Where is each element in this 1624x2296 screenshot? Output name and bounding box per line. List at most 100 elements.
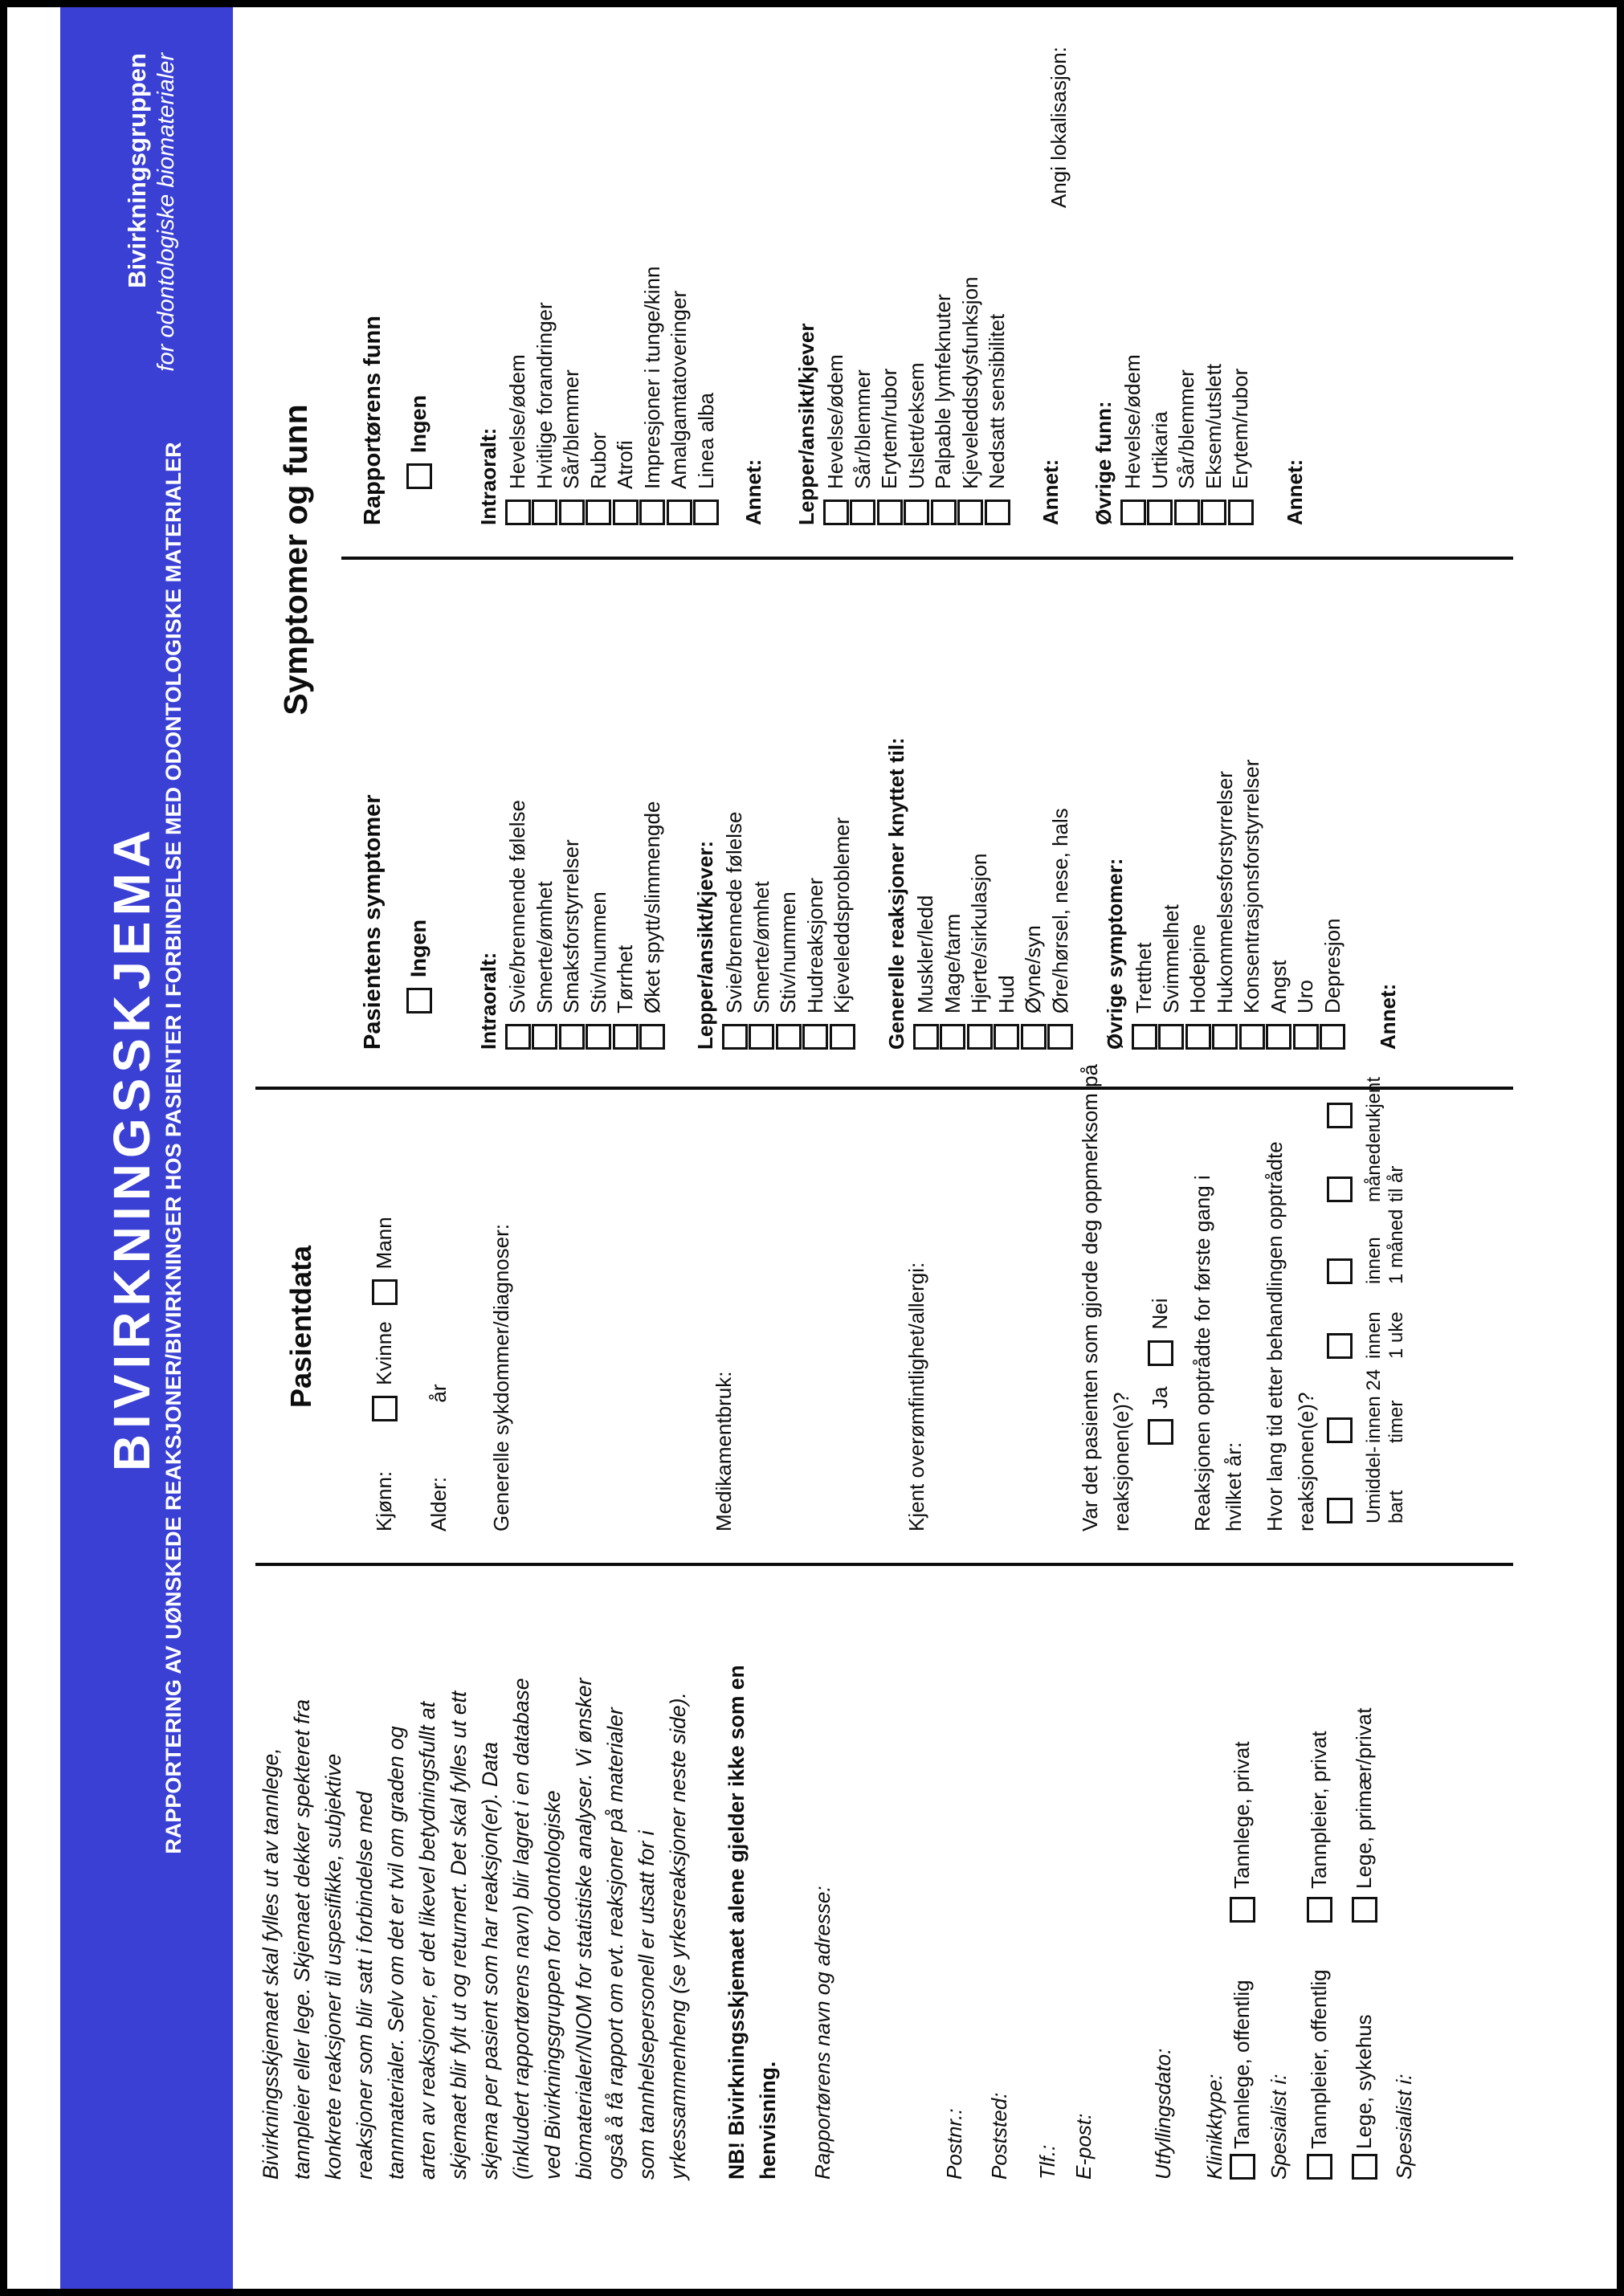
timing-option[interactable]: innen 24 timer (1327, 1369, 1408, 1443)
checkbox[interactable] (957, 500, 984, 525)
checkbox[interactable] (876, 500, 903, 525)
checkbox-item[interactable]: Nedsatt sensibilitet (984, 277, 1011, 525)
checkbox[interactable] (822, 500, 849, 525)
checkbox[interactable] (558, 500, 585, 525)
checkbox[interactable] (802, 1024, 829, 1050)
checkbox-item[interactable]: Hvitlige forandringer (532, 267, 559, 525)
checkbox[interactable] (639, 1024, 666, 1050)
checkbox-item[interactable]: Amalgamtatoveringer (666, 267, 693, 525)
checkbox[interactable] (639, 500, 666, 525)
checkbox-item[interactable]: Øket spytt/slimmengde (639, 800, 667, 1050)
checkbox[interactable] (1306, 2154, 1332, 2180)
checkbox[interactable] (1327, 1177, 1353, 1202)
checkbox-item[interactable]: Stiv/nummen (586, 800, 613, 1050)
checkbox[interactable] (1229, 1897, 1255, 1923)
checkbox-item[interactable]: Svie/brennede følelse (721, 812, 749, 1050)
checkbox[interactable] (749, 1024, 775, 1050)
checkbox[interactable] (930, 500, 957, 525)
checkbox[interactable] (1238, 1024, 1265, 1050)
checkbox[interactable] (558, 1024, 585, 1050)
checkbox[interactable] (1147, 1340, 1173, 1366)
checkbox[interactable] (1158, 1024, 1185, 1050)
checkbox[interactable] (1306, 1897, 1332, 1923)
checkbox[interactable] (504, 500, 531, 525)
checkbox[interactable] (966, 1024, 993, 1050)
checkbox-item[interactable]: Smerte/ømhet (532, 800, 559, 1050)
timing-option[interactable]: innen 1 måned (1327, 1209, 1408, 1284)
checkbox[interactable] (912, 1024, 939, 1050)
checkbox[interactable] (1147, 1419, 1173, 1445)
checkbox-item[interactable]: Urtikaria (1147, 354, 1174, 525)
checkbox-item[interactable]: Hodepine (1185, 760, 1212, 1050)
checkbox-item[interactable]: Stiv/nummen (775, 812, 802, 1050)
checkbox-item[interactable]: Svie/brennende følelse (504, 800, 532, 1050)
checkbox[interactable] (1351, 2154, 1377, 2180)
checkbox-item[interactable]: Hudreaksjoner (802, 812, 830, 1050)
checkbox[interactable] (1266, 1024, 1292, 1050)
checkbox[interactable] (586, 1024, 612, 1050)
checkbox[interactable] (612, 500, 639, 525)
checkbox-item[interactable]: Sår/blemmer (558, 267, 586, 525)
checkbox-item[interactable]: Hukommelsesforstyrrelser (1212, 760, 1239, 1050)
checkbox-item[interactable]: Linea alba (693, 267, 720, 525)
checkbox-item[interactable]: Kjeveleddsdysfunksjon (957, 277, 985, 525)
checkbox[interactable] (940, 1024, 966, 1050)
checkbox-item[interactable]: Hevelse/ødem (504, 267, 532, 525)
checkbox[interactable] (994, 1024, 1020, 1050)
timing-option[interactable]: innen 1 uke (1327, 1311, 1408, 1359)
checkbox-item[interactable]: Palpable lymfeknuter (930, 277, 957, 525)
checkbox[interactable] (1131, 1024, 1157, 1050)
checkbox[interactable] (532, 500, 558, 525)
checkbox[interactable] (984, 500, 1010, 525)
checkbox-item[interactable]: Impresjoner i tunge/kinn (639, 267, 667, 525)
checkbox-item[interactable]: Tørrhet (612, 800, 639, 1050)
checkbox[interactable] (1320, 1024, 1346, 1050)
checkbox[interactable] (1185, 1024, 1211, 1050)
clinic-option[interactable]: Lege, sykehus (1351, 2014, 1377, 2180)
checkbox-item[interactable]: Rubor (586, 267, 613, 525)
checkbox[interactable] (1327, 1417, 1353, 1443)
checkbox-item[interactable]: Depresjon (1320, 760, 1347, 1050)
clinic-option[interactable]: Tannlege, offentlig (1229, 1980, 1255, 2180)
checkbox-item[interactable]: Tretthet (1131, 760, 1158, 1050)
checkbox[interactable] (1047, 1024, 1074, 1050)
checkbox[interactable] (406, 463, 432, 489)
timing-option[interactable]: ukjent (1327, 1077, 1385, 1128)
checkbox-item[interactable]: Uro (1292, 760, 1320, 1050)
checkbox-item[interactable]: Øyne/syn (1020, 808, 1047, 1050)
checkbox-item[interactable]: Konsentrasjonsforstyrrelser (1238, 760, 1266, 1050)
symptoms-none-option[interactable]: Ingen (406, 920, 432, 1013)
checkbox[interactable] (1201, 500, 1227, 525)
checkbox[interactable] (829, 1024, 855, 1050)
findings-none-option[interactable]: Ingen (406, 395, 432, 489)
checkbox-item[interactable]: Atrofi (612, 267, 639, 525)
checkbox[interactable] (1327, 1333, 1353, 1359)
checkbox-item[interactable]: Utslett/eksem (904, 277, 931, 525)
checkbox[interactable] (666, 500, 692, 525)
timing-option[interactable]: Umiddel-bart (1327, 1446, 1408, 1523)
timing-option[interactable]: måneder til år (1327, 1126, 1408, 1202)
checkbox-item[interactable]: Kjeveleddsproblemer (829, 812, 856, 1050)
checkbox[interactable] (586, 500, 612, 525)
clinic-option[interactable]: Tannpleier, privat (1306, 1731, 1332, 1923)
checkbox[interactable] (1351, 1897, 1377, 1923)
checkbox[interactable] (532, 1024, 558, 1050)
checkbox[interactable] (1292, 1024, 1319, 1050)
checkbox-item[interactable]: Mage/tarm (940, 808, 967, 1050)
checkbox-item[interactable]: Erytem/rubor (1227, 354, 1255, 525)
checkbox[interactable] (1327, 1103, 1353, 1128)
checkbox[interactable] (1173, 500, 1200, 525)
checkbox[interactable] (1020, 1024, 1047, 1050)
checkbox-item[interactable]: Muskler/ledd (912, 808, 940, 1050)
checkbox[interactable] (1327, 1498, 1353, 1523)
clinic-option[interactable]: Tannpleier, offentlig (1306, 1969, 1332, 2180)
checkbox-item[interactable]: Smerte/ømhet (749, 812, 776, 1050)
checkbox[interactable] (693, 500, 720, 525)
checkbox[interactable] (612, 1024, 639, 1050)
checkbox[interactable] (1327, 1258, 1353, 1284)
checkbox-item[interactable]: Hud (994, 808, 1021, 1050)
checkbox[interactable] (504, 1024, 531, 1050)
checkbox[interactable] (775, 1024, 802, 1050)
checkbox-item[interactable]: Hevelse/ødem (822, 277, 850, 525)
clinic-option[interactable]: Tannlege, privat (1229, 1741, 1255, 1923)
